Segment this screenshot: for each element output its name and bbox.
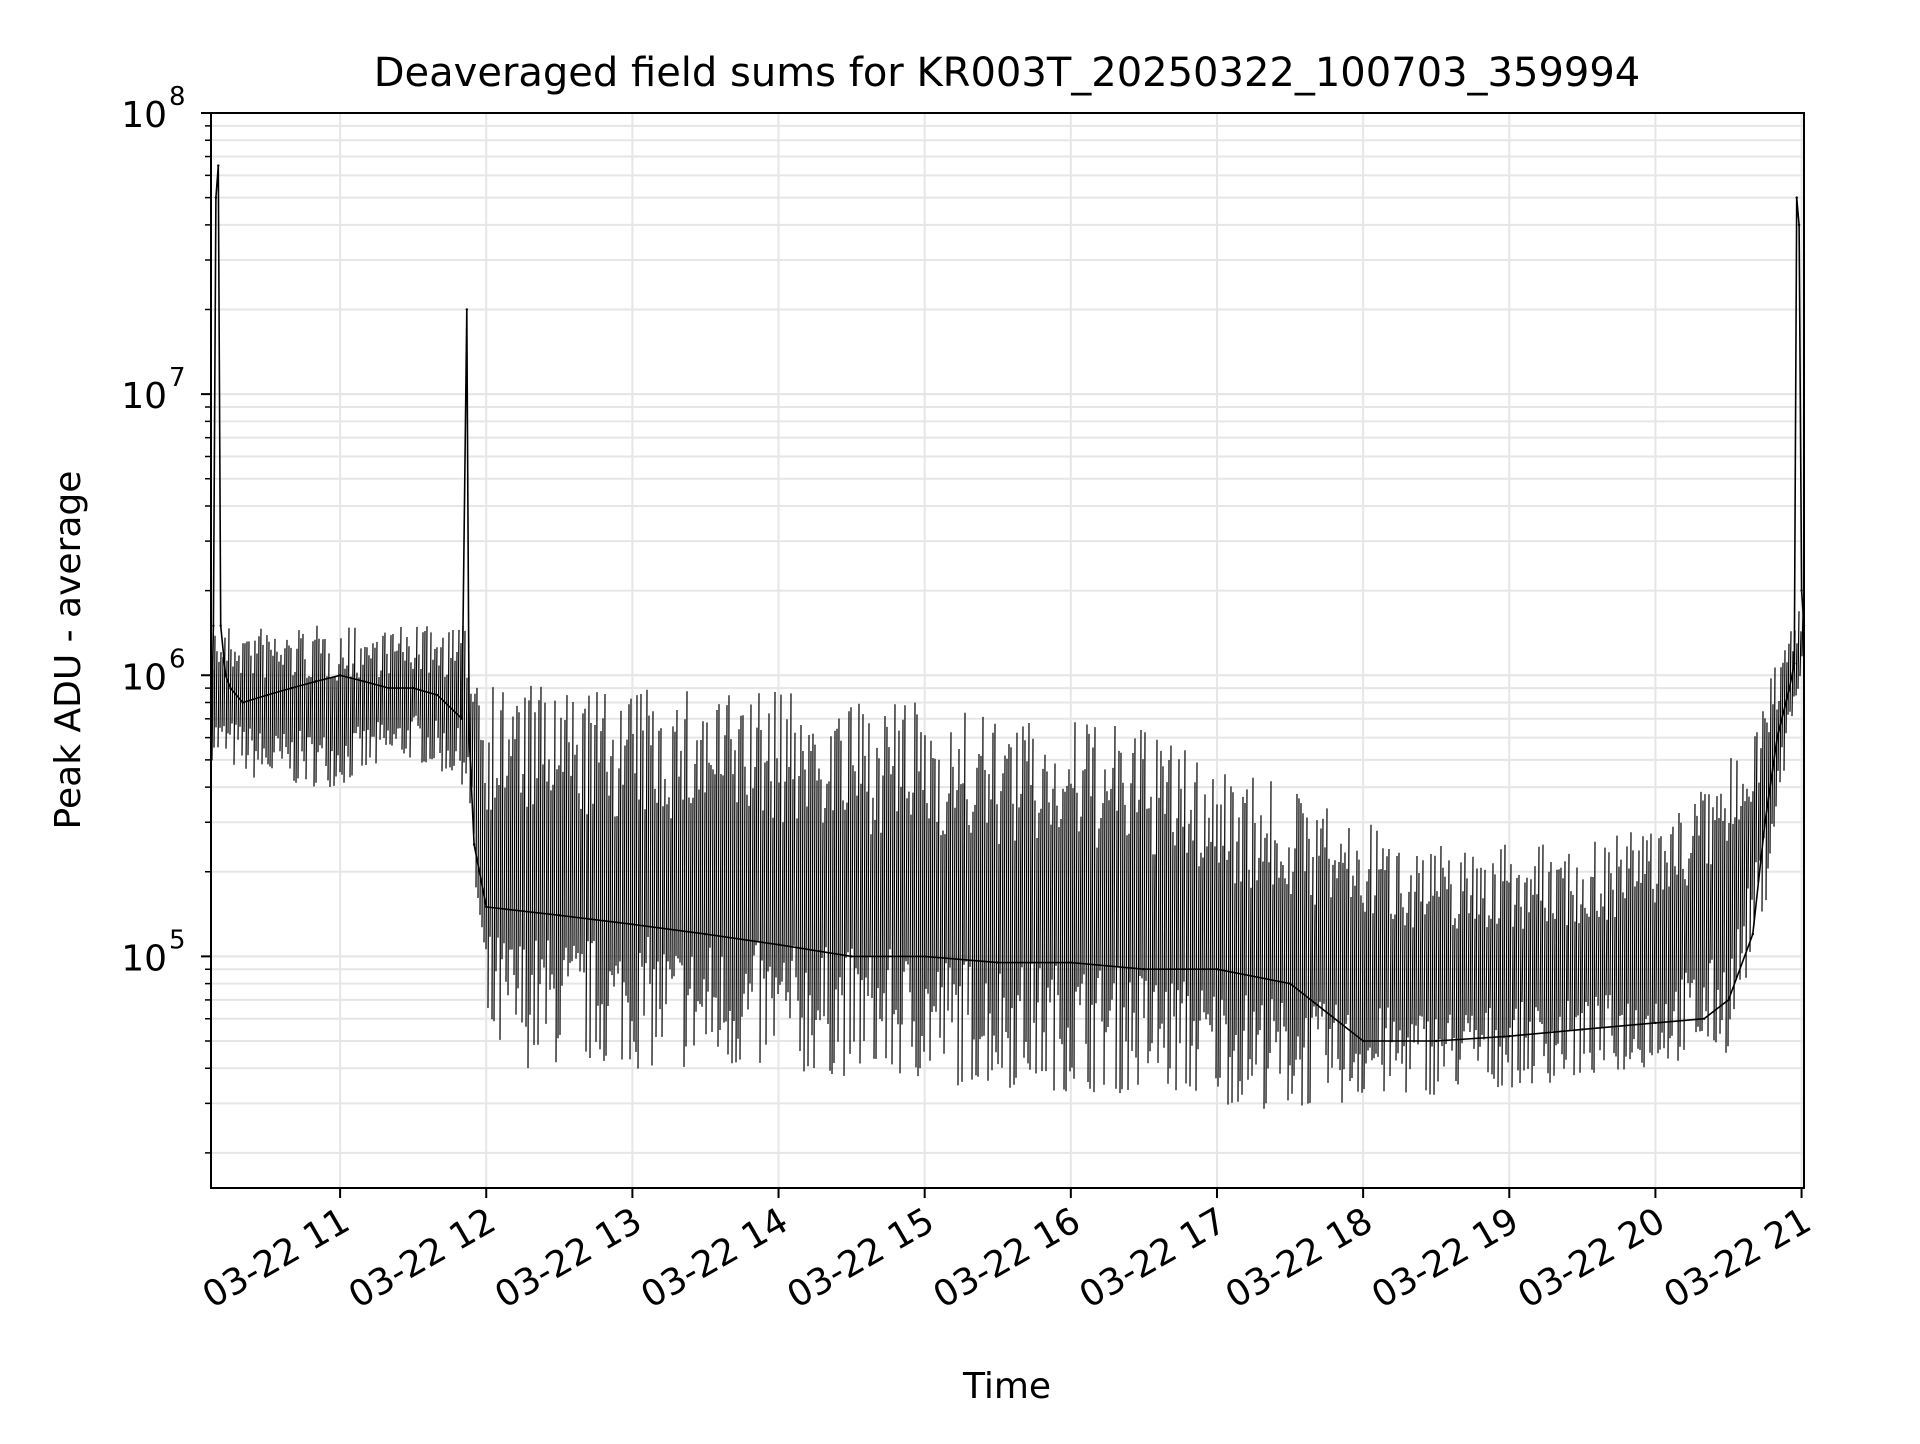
plot-area: [209, 164, 1806, 1109]
data-point: [1288, 982, 1292, 985]
data-point: [1763, 821, 1767, 824]
data-point: [265, 693, 269, 697]
data-point: [212, 624, 215, 627]
data-point: [1069, 961, 1073, 964]
data-point: [1797, 223, 1801, 227]
data-point: [1508, 1035, 1511, 1038]
y-tick-label: 10: [121, 657, 167, 698]
data-point: [1800, 589, 1803, 592]
data-point: [472, 843, 476, 846]
data-point: [290, 686, 293, 690]
plot-frame: [210, 112, 1805, 1189]
data-point: [1654, 1021, 1657, 1025]
data-point: [1435, 1039, 1438, 1043]
y-axis-label: Peak ADU - average: [48, 471, 89, 830]
data-point: [1788, 686, 1791, 690]
data-point: [704, 932, 707, 936]
data-point: [850, 955, 853, 958]
data-point: [214, 196, 218, 199]
y-tick-label-exponent: 7: [169, 363, 186, 393]
data-point: [219, 624, 222, 627]
data-point: [1751, 932, 1755, 936]
data-point: [1361, 1039, 1365, 1043]
data-point: [777, 943, 780, 946]
data-point: [468, 736, 471, 739]
data-point: [363, 680, 366, 683]
data-point: [1727, 998, 1730, 1002]
y-tick-label-exponent: 6: [169, 644, 186, 674]
y-tick-label: 10: [121, 376, 167, 417]
y-tick-label: 10: [121, 938, 167, 979]
data-point: [241, 701, 244, 704]
series-line: [210, 165, 1805, 1042]
data-point: [465, 308, 468, 311]
data-point: [229, 686, 232, 690]
data-point: [412, 686, 415, 690]
chart-title: Deaveraged field sums for KR003T_2025032…: [374, 50, 1641, 96]
data-point: [631, 923, 634, 926]
data-point: [224, 674, 227, 677]
data-point: [1793, 662, 1796, 665]
data-point: [1215, 968, 1219, 971]
data-point: [485, 905, 488, 909]
data-point: [314, 680, 317, 683]
data-point: [436, 693, 439, 697]
data-point: [387, 686, 390, 690]
data-point: [996, 961, 999, 964]
x-axis-label: Time: [962, 1366, 1051, 1407]
y-tick-label: 10: [121, 95, 167, 136]
data-point: [217, 164, 220, 167]
data-point: [1581, 1028, 1584, 1031]
data-point: [923, 955, 926, 958]
y-tick-label-exponent: 5: [169, 925, 186, 955]
y-tick-label-exponent: 8: [169, 82, 186, 112]
data-point: [1795, 196, 1798, 199]
data-point: [338, 674, 342, 677]
data-point: [1142, 968, 1146, 971]
data-point: [1702, 1017, 1706, 1020]
data-point: [1776, 736, 1779, 739]
data-point: [558, 914, 561, 917]
data-point: [460, 717, 464, 720]
